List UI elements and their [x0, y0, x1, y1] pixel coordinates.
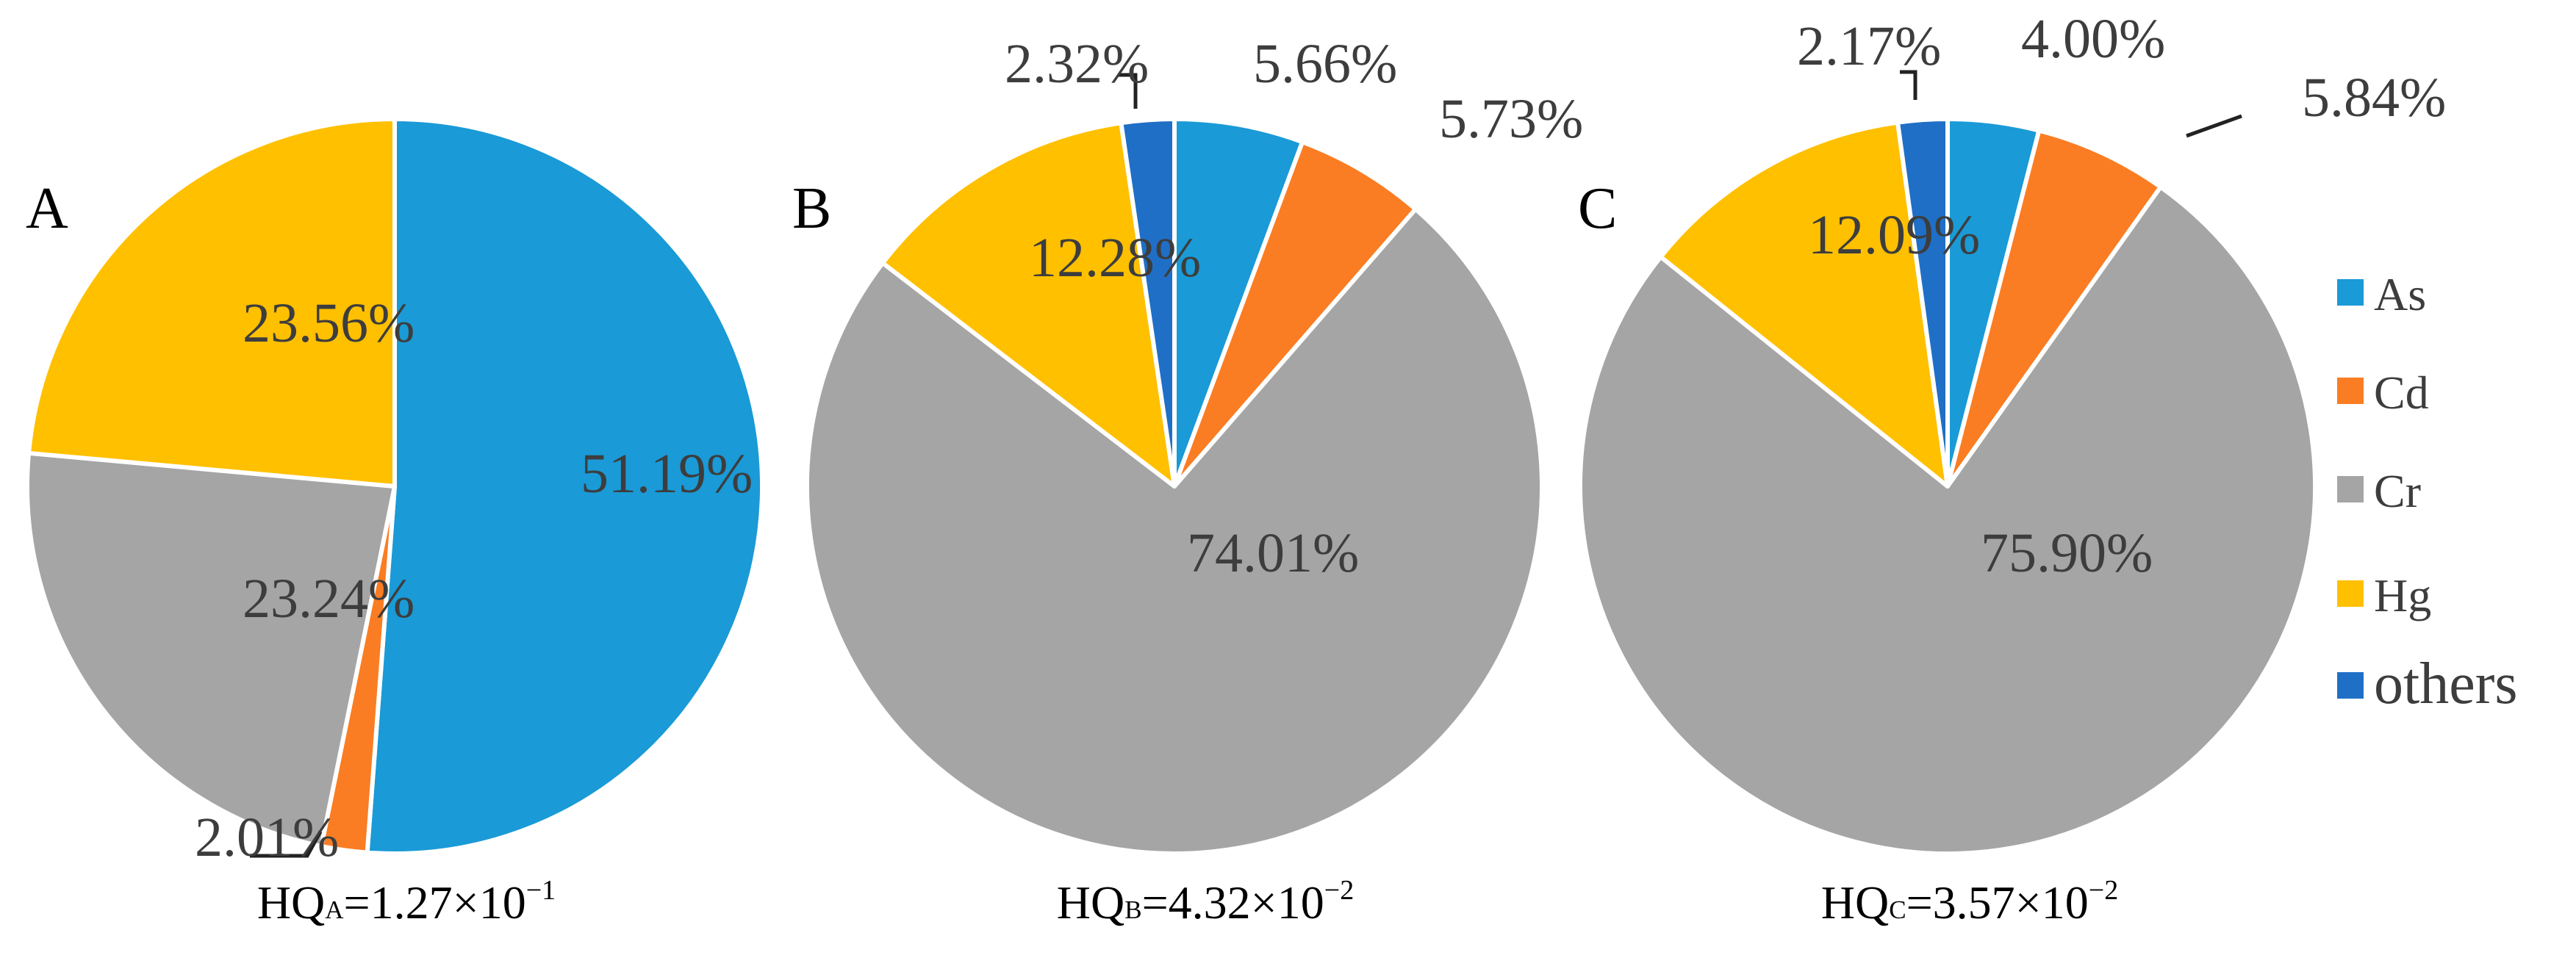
- hq-caption-a: HQA=1.27×10−1: [257, 875, 556, 929]
- leader-line-c-others: [1900, 70, 1917, 100]
- data-label-c-others: 2.17%: [1797, 15, 1941, 77]
- legend-swatch-hg: [2337, 580, 2364, 607]
- legend: As Cd Cr Hg others: [2337, 268, 2518, 716]
- panel-letter-a: A: [26, 176, 68, 241]
- legend-swatch-as: [2337, 279, 2364, 306]
- data-label-c-cr: 75.90%: [1981, 522, 2153, 584]
- hq-caption-c: HQC=3.57×10−2: [1821, 875, 2118, 929]
- panel-letter-b: B: [792, 176, 831, 241]
- legend-label-cd: Cd: [2374, 367, 2429, 419]
- slice-c-hg: [1658, 120, 1950, 489]
- slice-b-cr: [805, 206, 1544, 856]
- slice-b-cd: [1172, 140, 1418, 489]
- data-label-b-hg: 12.28%: [1029, 227, 1201, 289]
- pie-panels: 51.19% 2.01% 23.24% 23.56% A HQA=1.27×10−1 5.6…: [25, 8, 2446, 929]
- pie-chart-c: 4.00% 5.84% 75.90% 12.09% 2.17% C HQC=3.57×10−…: [1578, 8, 2446, 929]
- data-label-b-cd: 5.73%: [1439, 88, 1583, 150]
- data-label-a-cr: 23.24%: [243, 568, 415, 630]
- pie-chart-a: 51.19% 2.01% 23.24% 23.56% A HQA=1.27×10−1: [25, 117, 764, 929]
- data-label-c-hg: 12.09%: [1808, 204, 1980, 266]
- data-label-b-others: 2.32%: [1005, 33, 1149, 95]
- slice-a-cr: [25, 450, 397, 848]
- slice-a-hg: [26, 117, 397, 489]
- data-label-b-as: 5.66%: [1253, 33, 1397, 95]
- slice-b-others: [1119, 117, 1177, 489]
- legend-label-others: others: [2374, 652, 2518, 716]
- slice-b-hg: [880, 120, 1177, 489]
- pie-chart-b: 5.66% 5.73% 74.01% 12.28% 2.32% B HQB=4.32×10−…: [792, 33, 1583, 929]
- data-label-a-as: 51.19%: [581, 443, 753, 505]
- data-label-c-as: 4.00%: [2021, 8, 2165, 70]
- legend-label-hg: Hg: [2374, 569, 2431, 621]
- legend-swatch-others: [2337, 672, 2364, 699]
- data-label-a-cd: 2.01%: [195, 807, 339, 868]
- legend-swatch-cd: [2337, 378, 2364, 404]
- slice-a-as: [365, 117, 764, 856]
- slice-c-others: [1895, 117, 1950, 489]
- slice-c-cd: [1945, 128, 2163, 489]
- data-label-c-cd: 5.84%: [2302, 67, 2446, 129]
- panel-letter-c: C: [1578, 176, 1617, 241]
- leader-line-a-cd: [250, 830, 323, 858]
- hq-caption-b: HQB=4.32×10−2: [1057, 875, 1354, 929]
- data-label-a-hg: 23.56%: [243, 292, 415, 354]
- legend-label-as: As: [2374, 268, 2426, 320]
- leader-line-b-others: [1119, 73, 1138, 109]
- slice-c-cr: [1578, 184, 2317, 856]
- legend-swatch-cr: [2337, 476, 2364, 502]
- legend-label-cr: Cr: [2374, 465, 2421, 517]
- data-label-b-cr: 74.01%: [1187, 522, 1359, 584]
- leader-line-c-cd: [2186, 114, 2242, 138]
